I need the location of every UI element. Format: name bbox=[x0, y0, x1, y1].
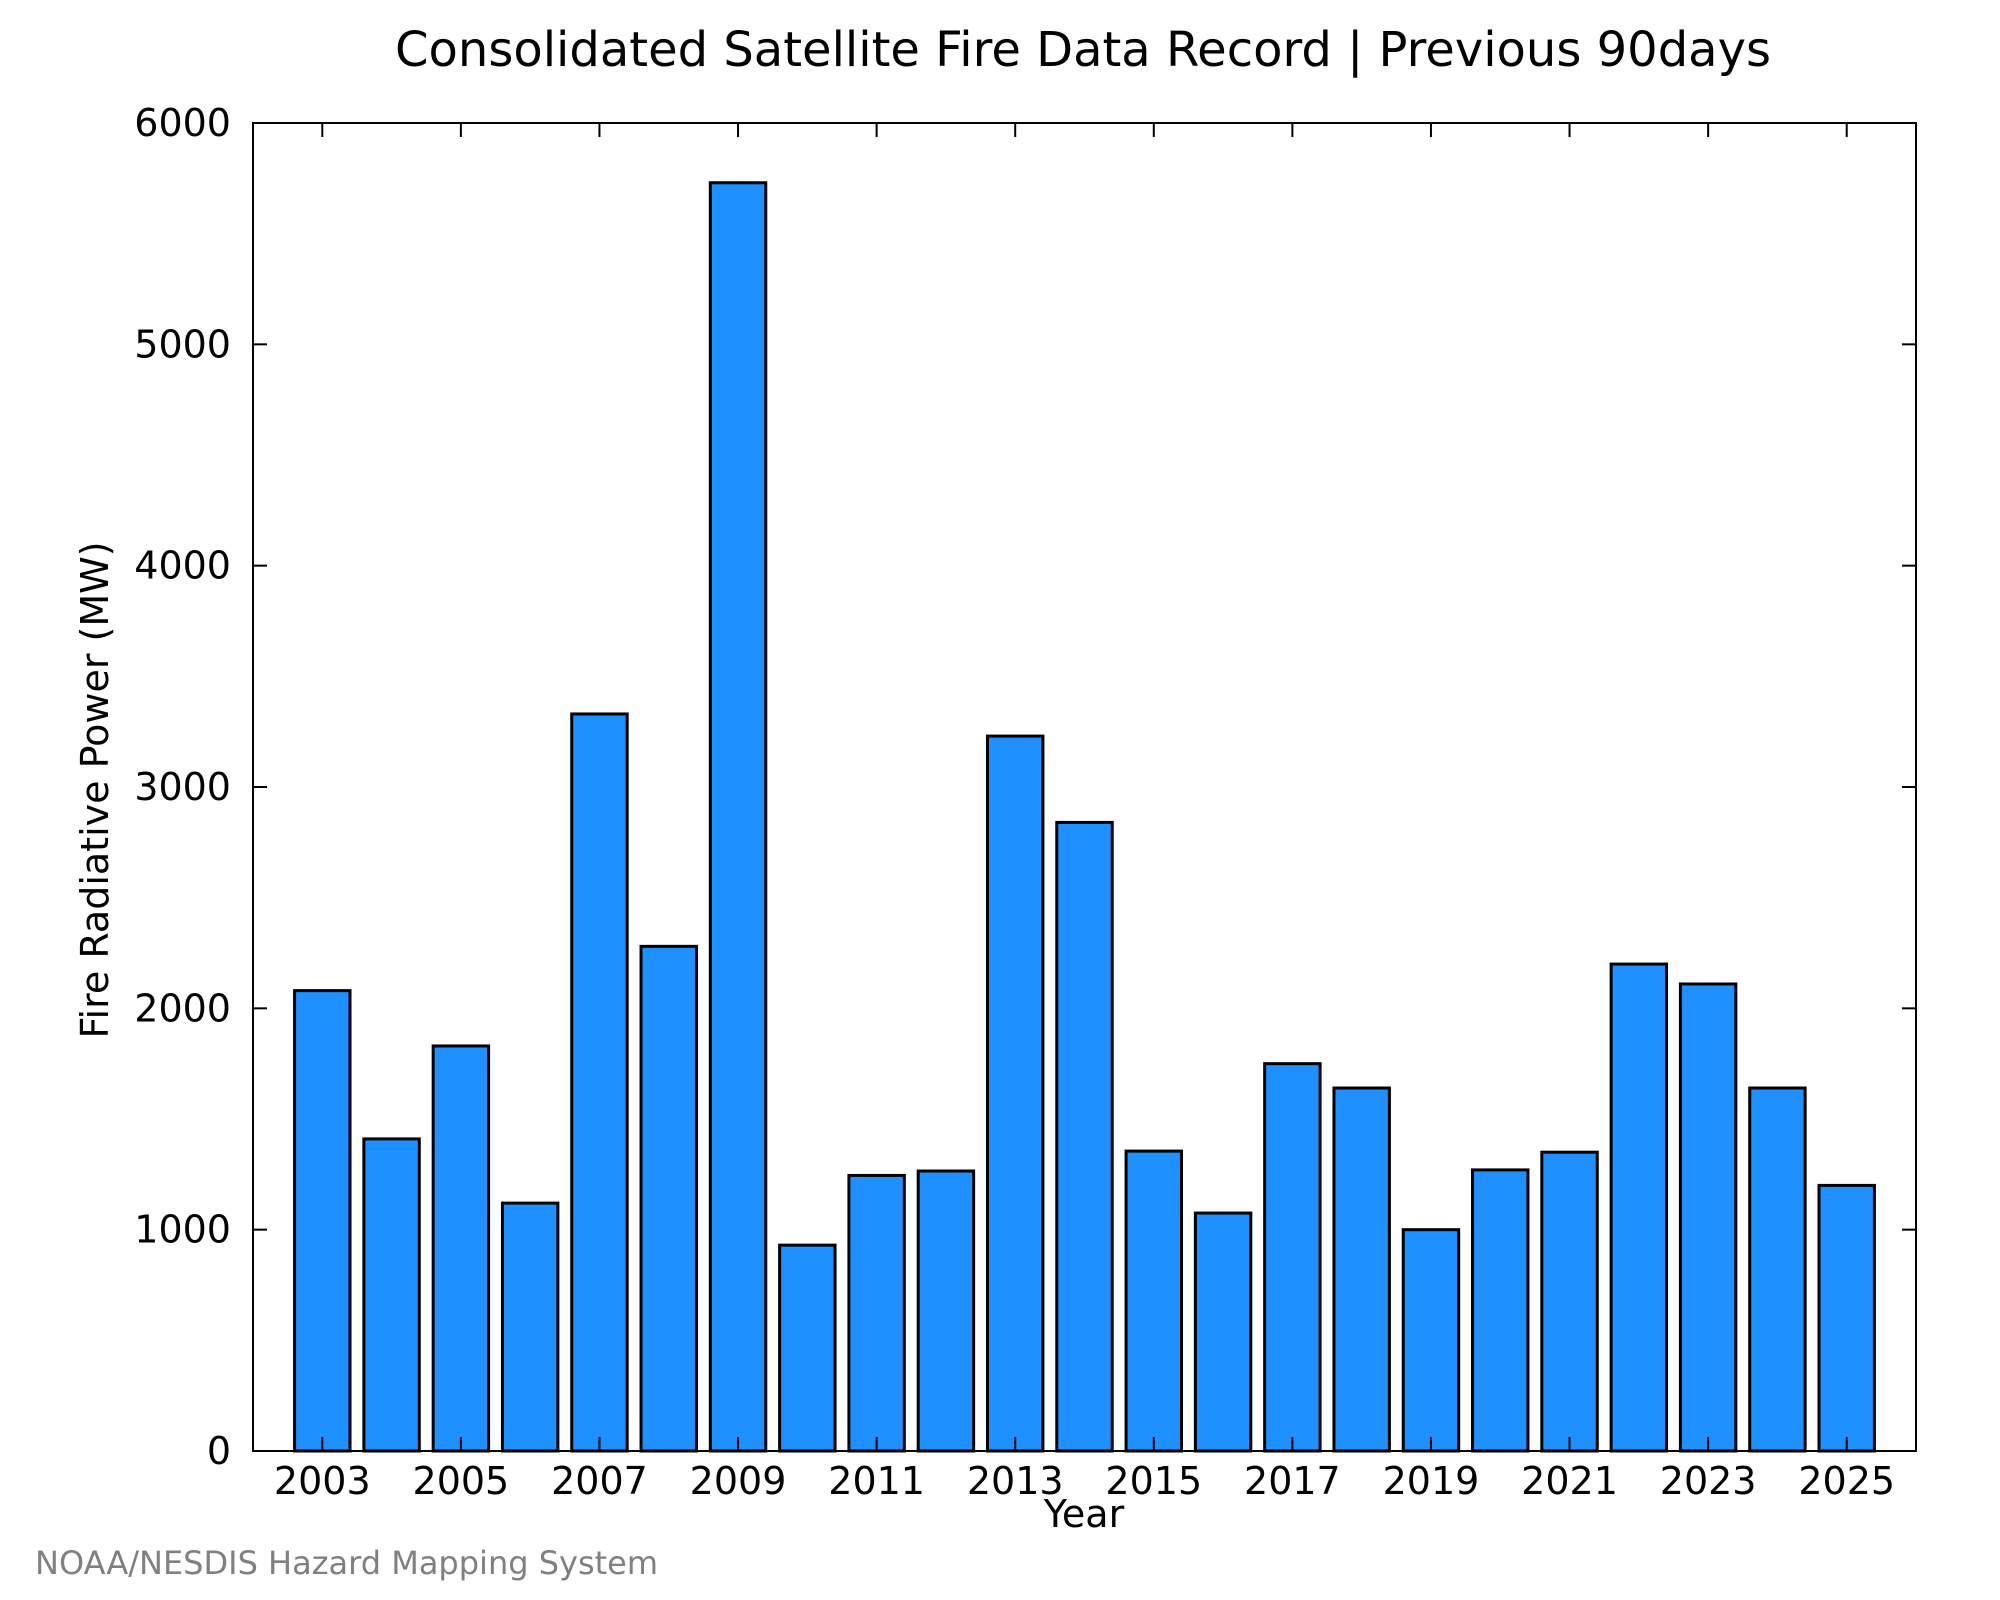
chart-title: Consolidated Satellite Fire Data Record … bbox=[395, 22, 1771, 78]
bars-group bbox=[293, 181, 1876, 1453]
credit-text: NOAA/NESDIS Hazard Mapping System bbox=[35, 1544, 658, 1582]
bar-2024 bbox=[1748, 1086, 1807, 1453]
bar-2012 bbox=[916, 1169, 976, 1453]
bar-2005 bbox=[431, 1044, 491, 1453]
bar-2018 bbox=[1332, 1086, 1391, 1453]
bar-2008 bbox=[639, 944, 698, 1453]
bar-2014 bbox=[1055, 820, 1114, 1453]
bar-2015 bbox=[1124, 1149, 1184, 1453]
bar-2011 bbox=[847, 1173, 906, 1453]
x-tick-label-2015: 2015 bbox=[1105, 1459, 1202, 1503]
bar-2019 bbox=[1401, 1228, 1461, 1453]
y-tick-label-0: 0 bbox=[207, 1429, 231, 1473]
x-tick-label-2025: 2025 bbox=[1798, 1459, 1895, 1503]
x-tick-label-2011: 2011 bbox=[828, 1459, 925, 1503]
bar-2004 bbox=[362, 1137, 421, 1453]
y-tick-label-5000: 5000 bbox=[134, 322, 231, 366]
bar-2023 bbox=[1678, 982, 1738, 1453]
x-tick-label-2019: 2019 bbox=[1383, 1459, 1480, 1503]
x-tick-label-2023: 2023 bbox=[1660, 1459, 1757, 1503]
y-tick-label-3000: 3000 bbox=[134, 765, 231, 809]
x-tick-label-2005: 2005 bbox=[413, 1459, 510, 1503]
x-tick-label-2021: 2021 bbox=[1521, 1459, 1618, 1503]
bar-2007 bbox=[570, 712, 629, 1453]
y-tick-label-1000: 1000 bbox=[134, 1208, 231, 1252]
bar-2003 bbox=[293, 989, 352, 1453]
y-tick-label-6000: 6000 bbox=[134, 101, 231, 145]
y-tick-label-4000: 4000 bbox=[134, 544, 231, 588]
bar-2022 bbox=[1609, 962, 1669, 1453]
y-tick-label-2000: 2000 bbox=[134, 986, 231, 1030]
bar-2021 bbox=[1540, 1150, 1599, 1453]
bar-2017 bbox=[1263, 1062, 1322, 1453]
bar-2025 bbox=[1817, 1183, 1876, 1453]
bar-2013 bbox=[985, 734, 1045, 1453]
x-tick-label-2003: 2003 bbox=[274, 1459, 371, 1503]
bar-2016 bbox=[1193, 1211, 1253, 1453]
bar-2020 bbox=[1471, 1168, 1530, 1453]
x-tick-label-2009: 2009 bbox=[690, 1459, 787, 1503]
bar-2009 bbox=[708, 181, 768, 1453]
y-axis: 0 1000 2000 3000 4000 5000 6000 bbox=[134, 101, 1916, 1473]
x-tick-label-2017: 2017 bbox=[1244, 1459, 1341, 1503]
x-axis-label: Year bbox=[1043, 1492, 1125, 1536]
bar-2010 bbox=[778, 1243, 837, 1453]
x-tick-label-2007: 2007 bbox=[551, 1459, 648, 1503]
y-axis-label: Fire Radiative Power (MW) bbox=[73, 541, 117, 1038]
x-tick-label-2013: 2013 bbox=[967, 1459, 1064, 1503]
bar-2006 bbox=[500, 1201, 560, 1453]
x-axis: 2003 2005 2007 2009 2011 2013 2015 2017 2019 2021… bbox=[274, 123, 1895, 1503]
plot-frame bbox=[252, 122, 1917, 1452]
